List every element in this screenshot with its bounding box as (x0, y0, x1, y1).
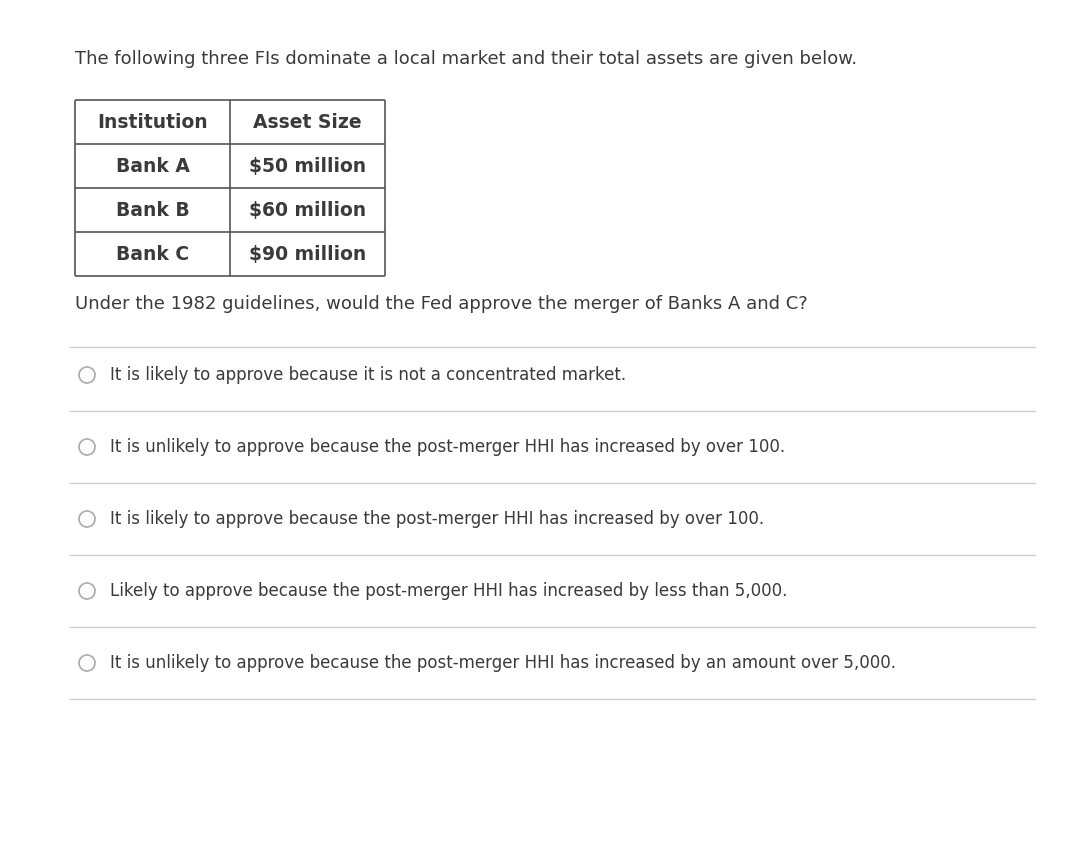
Text: $90 million: $90 million (248, 244, 366, 263)
Text: It is unlikely to approve because the post-merger HHI has increased by over 100.: It is unlikely to approve because the po… (110, 438, 785, 456)
Text: Bank A: Bank A (116, 157, 189, 176)
Text: It is unlikely to approve because the post-merger HHI has increased by an amount: It is unlikely to approve because the po… (110, 654, 896, 672)
Text: Likely to approve because the post-merger HHI has increased by less than 5,000.: Likely to approve because the post-merge… (110, 582, 787, 600)
Text: It is likely to approve because it is not a concentrated market.: It is likely to approve because it is no… (110, 366, 626, 384)
Text: Bank C: Bank C (116, 244, 189, 263)
Text: The following three FIs dominate a local market and their total assets are given: The following three FIs dominate a local… (75, 50, 858, 68)
Text: Under the 1982 guidelines, would the Fed approve the merger of Banks A and C?: Under the 1982 guidelines, would the Fed… (75, 295, 808, 313)
Text: It is likely to approve because the post-merger HHI has increased by over 100.: It is likely to approve because the post… (110, 510, 765, 528)
Text: $60 million: $60 million (248, 201, 366, 219)
Text: Bank B: Bank B (116, 201, 189, 219)
Text: $50 million: $50 million (248, 157, 366, 176)
Text: Asset Size: Asset Size (253, 112, 362, 131)
Text: Institution: Institution (97, 112, 207, 131)
